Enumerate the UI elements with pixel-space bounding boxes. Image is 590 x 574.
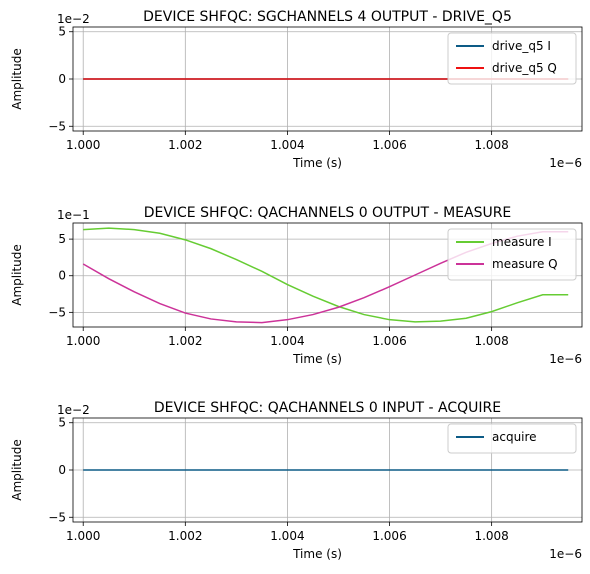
y-offset-label: 1e−2 (57, 12, 90, 26)
chart-panel-1: 1.000 1.002 1.004 1.006 1.008 −5 0 5 DEVICE SHFQ… (10, 9, 583, 170)
x-tick-label: 1.008 (474, 138, 508, 152)
legend-entry: acquire (492, 430, 537, 444)
legend: drive_q5 I drive_q5 Q (447, 32, 577, 85)
x-tick-label: 1.002 (168, 334, 202, 348)
y-tick-label: −5 (48, 305, 66, 319)
series-line-measure-i (83, 227, 569, 323)
y-tick-label: −5 (48, 510, 66, 524)
x-tick-label: 1.004 (270, 334, 304, 348)
legend-entry: drive_q5 I (492, 39, 551, 53)
y-axis-label: Amplitude (10, 439, 24, 501)
legend-entry: drive_q5 Q (492, 61, 557, 75)
y-offset-label: 1e−2 (57, 403, 90, 417)
x-offset-label: 1e−6 (549, 547, 582, 561)
y-tick-label: 5 (58, 232, 66, 246)
x-tick-label: 1.006 (372, 529, 406, 543)
plot-frame (72, 222, 583, 328)
legend-box (447, 423, 577, 454)
y-tick-label: 5 (58, 25, 66, 39)
legend: acquire (447, 423, 577, 454)
y-axis-label: Amplitude (10, 48, 24, 110)
chart-title: DEVICE SHFQC: QACHANNELS 0 INPUT - ACQUI… (154, 400, 501, 416)
x-tick-label: 1.006 (372, 334, 406, 348)
chart-title: DEVICE SHFQC: QACHANNELS 0 OUTPUT - MEAS… (144, 205, 512, 221)
x-axis-label: Time (s) (292, 352, 342, 366)
chart-title: DEVICE SHFQC: SGCHANNELS 4 OUTPUT - DRIV… (143, 9, 512, 25)
x-tick-label: 1.008 (474, 334, 508, 348)
y-tick-label: −5 (48, 119, 66, 133)
x-tick-label: 1.004 (270, 529, 304, 543)
x-offset-label: 1e−6 (549, 352, 582, 366)
chart-panel-2: 1.000 1.002 1.004 1.006 1.008 −5 0 5 DEVICE SHFQ… (10, 205, 583, 366)
chart-panel-3: 1.000 1.002 1.004 1.006 1.008 −5 0 5 DEVICE SHFQ… (10, 400, 583, 561)
y-tick-label: 0 (58, 269, 66, 283)
y-offset-label: 1e−1 (57, 208, 90, 222)
x-tick-label: 1.004 (270, 138, 304, 152)
x-tick-label: 1.000 (66, 138, 100, 152)
x-tick-label: 1.000 (66, 529, 100, 543)
x-tick-label: 1.002 (168, 529, 202, 543)
x-tick-label: 1.008 (474, 529, 508, 543)
legend: measure I measure Q (447, 228, 577, 281)
x-tick-label: 1.000 (66, 334, 100, 348)
x-axis-label: Time (s) (292, 156, 342, 170)
y-tick-label: 0 (58, 72, 66, 86)
y-axis-label: Amplitude (10, 244, 24, 306)
x-tick-label: 1.002 (168, 138, 202, 152)
x-axis-label: Time (s) (292, 547, 342, 561)
y-tick-label: 5 (58, 416, 66, 430)
y-tick-label: 0 (58, 463, 66, 477)
legend-entry: measure Q (492, 257, 558, 271)
x-tick-label: 1.006 (372, 138, 406, 152)
legend-entry: measure I (492, 235, 552, 249)
x-offset-label: 1e−6 (549, 156, 582, 170)
